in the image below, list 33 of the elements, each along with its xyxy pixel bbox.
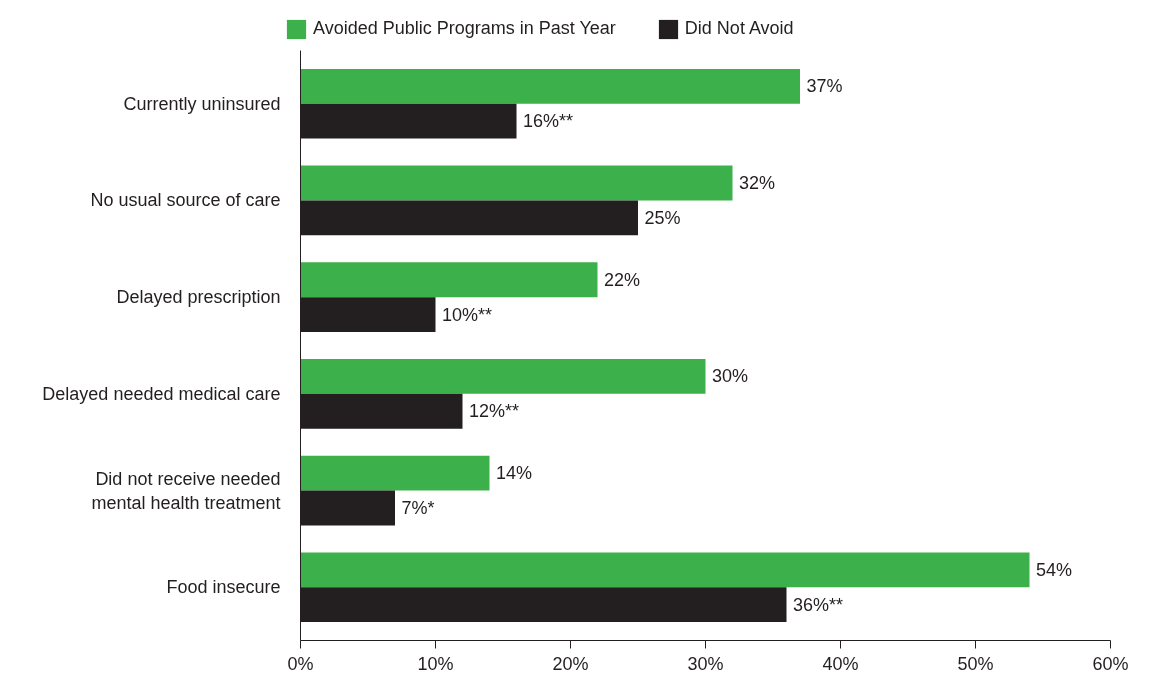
data-label: 7%* (401, 497, 435, 518)
x-tick-label: 20% (552, 653, 589, 674)
bar (300, 165, 733, 201)
bar (300, 359, 706, 394)
data-label: 32% (738, 173, 776, 194)
x-tick-label: 0% (287, 653, 314, 674)
data-label: 16%** (522, 111, 574, 132)
y-tick-label: Currently uninsured (123, 93, 281, 114)
bar (300, 262, 598, 298)
data-label: 36%** (792, 594, 844, 615)
x-tick-label: 10% (417, 653, 454, 674)
data-label: 37% (806, 76, 843, 97)
x-tick-label: 50% (957, 653, 994, 674)
data-label: 25% (644, 207, 681, 228)
bar (300, 68, 800, 104)
data-label: 54% (1035, 559, 1073, 580)
legend-label: Did Not Avoid (684, 18, 794, 40)
data-label: 10%** (441, 304, 493, 325)
y-tick-label: Delayed needed medical care (42, 383, 281, 404)
y-tick-label: Delayed prescription (116, 287, 281, 308)
x-tick-label: 40% (822, 653, 859, 674)
y-tick-label: No usual source of care (90, 190, 281, 211)
y-tick-label: Did not receive needed mental health treatment (91, 468, 281, 513)
data-label: 30% (711, 366, 749, 387)
legend-label: Avoided Public Programs in Past Year (313, 18, 616, 40)
x-tick-label: 30% (687, 653, 724, 674)
data-label: 22% (603, 269, 641, 290)
bar (300, 552, 1030, 588)
data-label: 14% (495, 463, 533, 484)
x-tick-label: 60% (1092, 653, 1129, 674)
y-tick-label: Food insecure (166, 577, 281, 598)
bar (300, 455, 490, 491)
data-label: 12%** (468, 401, 520, 422)
